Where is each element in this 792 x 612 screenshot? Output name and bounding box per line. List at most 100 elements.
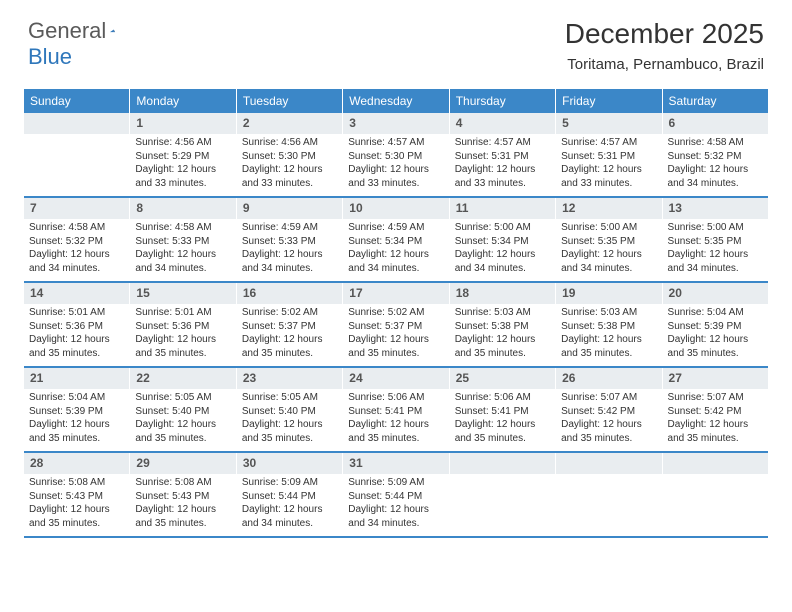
title-block: December 2025 Toritama, Pernambuco, Braz… bbox=[565, 18, 764, 73]
day-body: Sunrise: 4:59 AMSunset: 5:33 PMDaylight:… bbox=[237, 219, 342, 281]
day-number: 30 bbox=[237, 453, 342, 474]
day-number: 9 bbox=[237, 198, 342, 219]
sunset-text: Sunset: 5:35 PM bbox=[561, 236, 656, 249]
day-cell: 27Sunrise: 5:07 AMSunset: 5:42 PMDayligh… bbox=[663, 368, 768, 451]
day-cell: 17Sunrise: 5:02 AMSunset: 5:37 PMDayligh… bbox=[343, 283, 449, 366]
sunset-text: Sunset: 5:37 PM bbox=[242, 321, 337, 334]
day-body: Sunrise: 5:08 AMSunset: 5:43 PMDaylight:… bbox=[24, 474, 129, 536]
day-body: Sunrise: 5:07 AMSunset: 5:42 PMDaylight:… bbox=[556, 389, 661, 451]
daylight2-text: and 35 minutes. bbox=[29, 518, 124, 531]
day-number: 11 bbox=[450, 198, 555, 219]
day-cell: 24Sunrise: 5:06 AMSunset: 5:41 PMDayligh… bbox=[343, 368, 449, 451]
logo-text-blue: Blue bbox=[28, 44, 72, 69]
day-cell: 26Sunrise: 5:07 AMSunset: 5:42 PMDayligh… bbox=[556, 368, 662, 451]
daylight1-text: Daylight: 12 hours bbox=[348, 334, 443, 347]
sunrise-text: Sunrise: 5:02 AM bbox=[242, 307, 337, 320]
sunset-text: Sunset: 5:32 PM bbox=[29, 236, 124, 249]
sunrise-text: Sunrise: 4:58 AM bbox=[29, 222, 124, 235]
logo: General bbox=[28, 18, 138, 44]
sunset-text: Sunset: 5:35 PM bbox=[668, 236, 763, 249]
daylight1-text: Daylight: 12 hours bbox=[668, 249, 763, 262]
sunset-text: Sunset: 5:36 PM bbox=[29, 321, 124, 334]
day-cell: 13Sunrise: 5:00 AMSunset: 5:35 PMDayligh… bbox=[663, 198, 768, 281]
sunset-text: Sunset: 5:42 PM bbox=[561, 406, 656, 419]
daylight2-text: and 35 minutes. bbox=[348, 433, 443, 446]
sunrise-text: Sunrise: 5:08 AM bbox=[135, 477, 230, 490]
day-body: Sunrise: 4:57 AMSunset: 5:31 PMDaylight:… bbox=[556, 134, 661, 196]
daylight1-text: Daylight: 12 hours bbox=[135, 334, 230, 347]
day-cell: 18Sunrise: 5:03 AMSunset: 5:38 PMDayligh… bbox=[450, 283, 556, 366]
day-number: 6 bbox=[663, 113, 768, 134]
day-header: Thursday bbox=[450, 89, 556, 113]
sunset-text: Sunset: 5:42 PM bbox=[668, 406, 763, 419]
day-cell: 15Sunrise: 5:01 AMSunset: 5:36 PMDayligh… bbox=[130, 283, 236, 366]
daylight2-text: and 35 minutes. bbox=[668, 433, 763, 446]
day-cell: 12Sunrise: 5:00 AMSunset: 5:35 PMDayligh… bbox=[556, 198, 662, 281]
day-number: 23 bbox=[237, 368, 342, 389]
day-body: Sunrise: 5:04 AMSunset: 5:39 PMDaylight:… bbox=[663, 304, 768, 366]
sunset-text: Sunset: 5:31 PM bbox=[561, 151, 656, 164]
day-body: Sunrise: 5:02 AMSunset: 5:37 PMDaylight:… bbox=[237, 304, 342, 366]
sunset-text: Sunset: 5:44 PM bbox=[348, 491, 443, 504]
daylight2-text: and 34 minutes. bbox=[29, 263, 124, 276]
day-header: Monday bbox=[130, 89, 236, 113]
sunset-text: Sunset: 5:36 PM bbox=[135, 321, 230, 334]
daylight1-text: Daylight: 12 hours bbox=[561, 249, 656, 262]
week-row: 21Sunrise: 5:04 AMSunset: 5:39 PMDayligh… bbox=[24, 368, 768, 453]
daylight1-text: Daylight: 12 hours bbox=[668, 164, 763, 177]
daylight2-text: and 34 minutes. bbox=[668, 178, 763, 191]
day-number: 13 bbox=[663, 198, 768, 219]
daylight1-text: Daylight: 12 hours bbox=[561, 164, 656, 177]
sunset-text: Sunset: 5:39 PM bbox=[668, 321, 763, 334]
day-cell: 5Sunrise: 4:57 AMSunset: 5:31 PMDaylight… bbox=[556, 113, 662, 196]
week-row: 28Sunrise: 5:08 AMSunset: 5:43 PMDayligh… bbox=[24, 453, 768, 538]
sunrise-text: Sunrise: 5:00 AM bbox=[668, 222, 763, 235]
sunset-text: Sunset: 5:29 PM bbox=[135, 151, 230, 164]
day-cell bbox=[556, 453, 662, 536]
day-cell: 23Sunrise: 5:05 AMSunset: 5:40 PMDayligh… bbox=[237, 368, 343, 451]
sunrise-text: Sunrise: 5:00 AM bbox=[455, 222, 550, 235]
day-cell: 3Sunrise: 4:57 AMSunset: 5:30 PMDaylight… bbox=[343, 113, 449, 196]
daylight2-text: and 35 minutes. bbox=[242, 348, 337, 361]
sunset-text: Sunset: 5:37 PM bbox=[348, 321, 443, 334]
daylight1-text: Daylight: 12 hours bbox=[348, 164, 443, 177]
day-cell: 10Sunrise: 4:59 AMSunset: 5:34 PMDayligh… bbox=[343, 198, 449, 281]
sunset-text: Sunset: 5:41 PM bbox=[455, 406, 550, 419]
sunrise-text: Sunrise: 5:01 AM bbox=[29, 307, 124, 320]
day-cell: 16Sunrise: 5:02 AMSunset: 5:37 PMDayligh… bbox=[237, 283, 343, 366]
daylight1-text: Daylight: 12 hours bbox=[348, 419, 443, 432]
sunset-text: Sunset: 5:34 PM bbox=[348, 236, 443, 249]
sunrise-text: Sunrise: 4:59 AM bbox=[242, 222, 337, 235]
day-cell bbox=[450, 453, 556, 536]
sunset-text: Sunset: 5:32 PM bbox=[668, 151, 763, 164]
day-body: Sunrise: 4:58 AMSunset: 5:32 PMDaylight:… bbox=[663, 134, 768, 196]
day-body: Sunrise: 5:00 AMSunset: 5:34 PMDaylight:… bbox=[450, 219, 555, 281]
logo-blue-wrap: Blue bbox=[28, 44, 72, 70]
day-number: 8 bbox=[130, 198, 235, 219]
daylight1-text: Daylight: 12 hours bbox=[455, 334, 550, 347]
day-cell: 21Sunrise: 5:04 AMSunset: 5:39 PMDayligh… bbox=[24, 368, 130, 451]
day-body: Sunrise: 5:01 AMSunset: 5:36 PMDaylight:… bbox=[130, 304, 235, 366]
day-body: Sunrise: 5:00 AMSunset: 5:35 PMDaylight:… bbox=[663, 219, 768, 281]
daylight2-text: and 35 minutes. bbox=[242, 433, 337, 446]
day-body: Sunrise: 5:05 AMSunset: 5:40 PMDaylight:… bbox=[130, 389, 235, 451]
sunrise-text: Sunrise: 5:07 AM bbox=[561, 392, 656, 405]
day-number: 15 bbox=[130, 283, 235, 304]
day-number: 7 bbox=[24, 198, 129, 219]
daylight2-text: and 35 minutes. bbox=[455, 348, 550, 361]
daylight1-text: Daylight: 12 hours bbox=[29, 334, 124, 347]
day-header: Wednesday bbox=[343, 89, 449, 113]
day-number: 27 bbox=[663, 368, 768, 389]
sunrise-text: Sunrise: 5:04 AM bbox=[29, 392, 124, 405]
daylight2-text: and 33 minutes. bbox=[348, 178, 443, 191]
day-body: Sunrise: 5:01 AMSunset: 5:36 PMDaylight:… bbox=[24, 304, 129, 366]
daylight1-text: Daylight: 12 hours bbox=[455, 249, 550, 262]
daylight1-text: Daylight: 12 hours bbox=[561, 334, 656, 347]
day-header: Tuesday bbox=[237, 89, 343, 113]
daylight1-text: Daylight: 12 hours bbox=[242, 334, 337, 347]
daylight1-text: Daylight: 12 hours bbox=[135, 249, 230, 262]
sunset-text: Sunset: 5:33 PM bbox=[242, 236, 337, 249]
sunrise-text: Sunrise: 5:06 AM bbox=[348, 392, 443, 405]
day-number: 24 bbox=[343, 368, 448, 389]
sunrise-text: Sunrise: 5:05 AM bbox=[242, 392, 337, 405]
